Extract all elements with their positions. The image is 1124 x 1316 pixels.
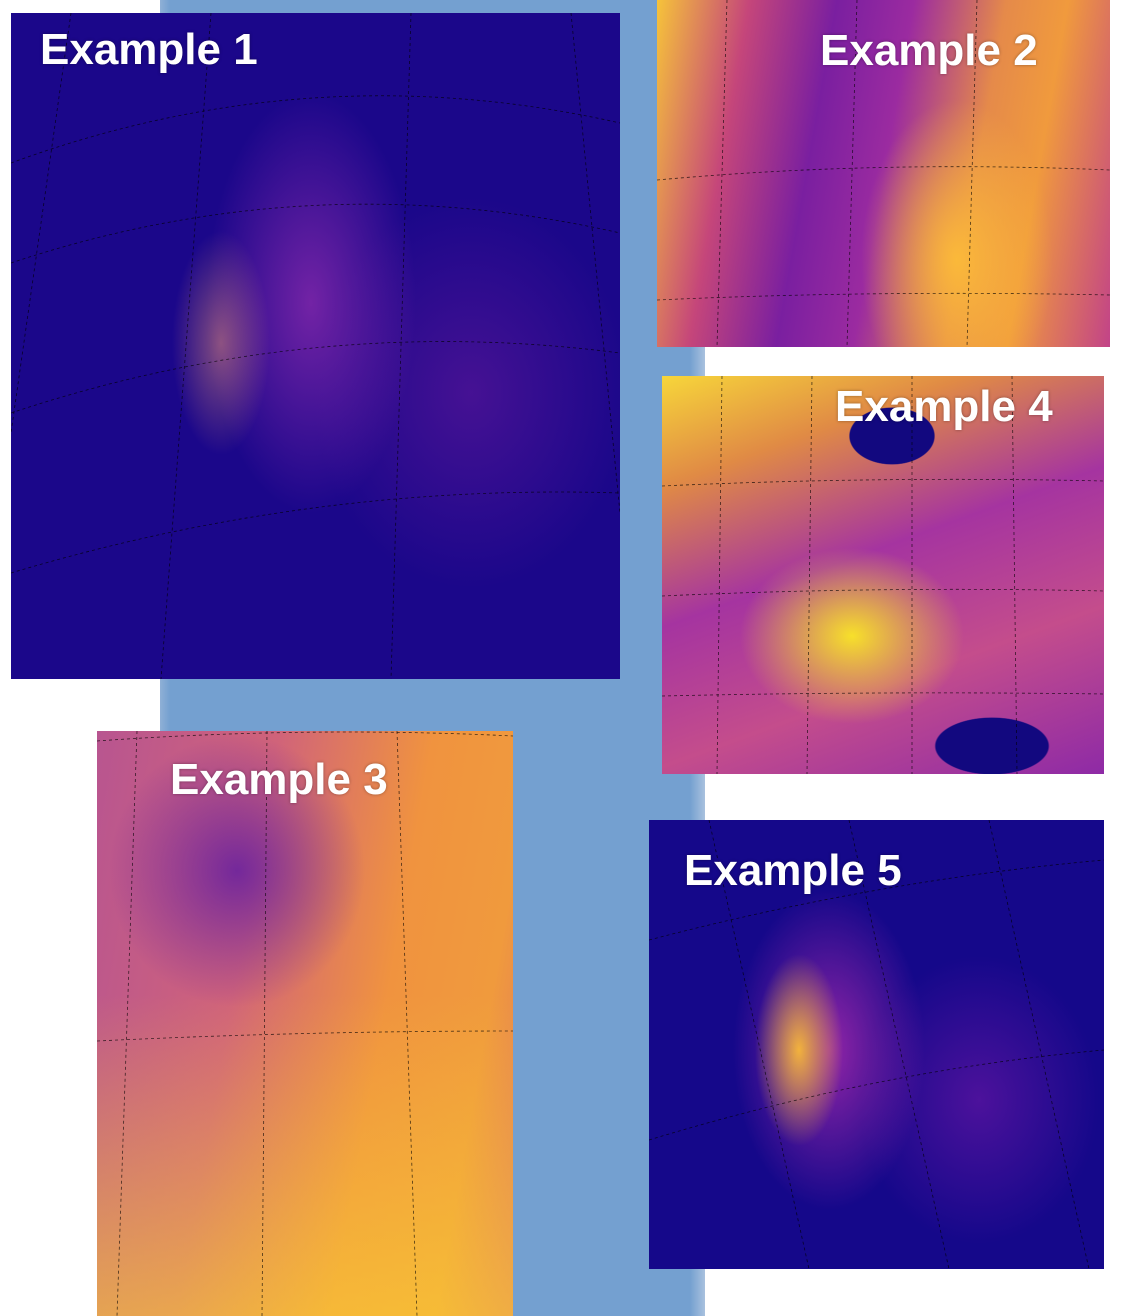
map-panel: Example 1 bbox=[11, 13, 620, 679]
graticule bbox=[662, 376, 1104, 774]
panel-label: Example 3 bbox=[170, 755, 388, 805]
page: Example 1 Example 2 Example 3 Example 4 … bbox=[0, 0, 1124, 1316]
panel-label: Example 1 bbox=[40, 25, 258, 75]
panel-label: Example 5 bbox=[684, 846, 902, 896]
map-panel: Example 5 bbox=[649, 820, 1104, 1269]
graticule bbox=[97, 731, 513, 1316]
map-panel: Example 4 bbox=[662, 376, 1104, 774]
graticule bbox=[11, 13, 620, 679]
map-panel: Example 3 bbox=[97, 731, 513, 1316]
panel-label: Example 2 bbox=[820, 26, 1038, 76]
map-panel: Example 2 bbox=[657, 0, 1110, 347]
panel-label: Example 4 bbox=[835, 382, 1053, 432]
